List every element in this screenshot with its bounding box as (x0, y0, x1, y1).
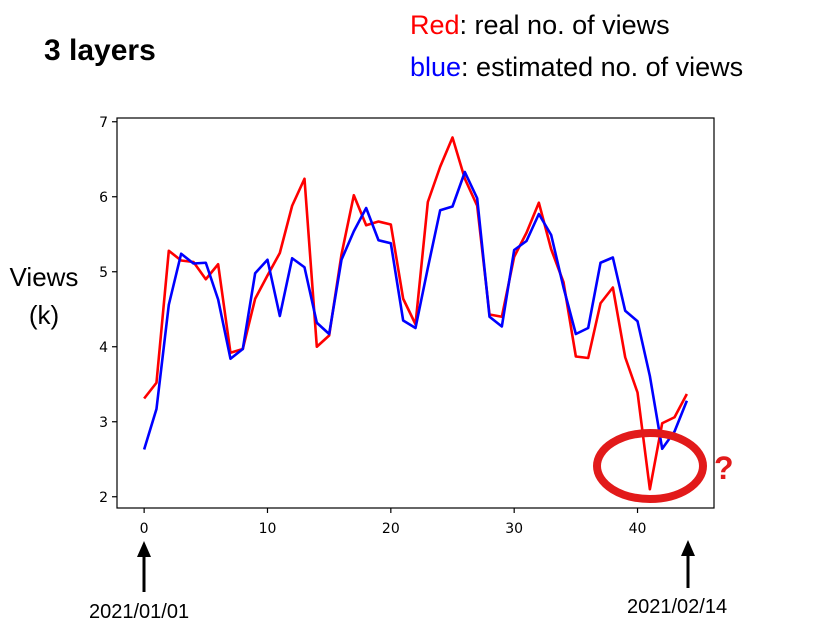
legend-red-entry: Red: real no. of views (410, 10, 670, 41)
y-tick-label: 7 (99, 115, 108, 131)
annotations: ? (137, 429, 734, 592)
x-tick-label: 20 (382, 521, 400, 537)
end-arrow-icon (681, 540, 695, 556)
series-line-red (143, 136, 689, 491)
legend-blue-text: : estimated no. of views (461, 52, 744, 82)
x-tick-label: 30 (505, 521, 523, 537)
y-tick-label: 5 (99, 265, 108, 281)
question-mark: ? (714, 450, 734, 486)
highlight-circle (593, 429, 707, 503)
x-tick-label: 0 (140, 521, 149, 537)
y-axis-label: Views (k) (0, 258, 88, 334)
start-date-label: 2021/01/01 (89, 601, 190, 623)
y-axis-label-line1: Views (9, 262, 79, 292)
y-tick-label: 6 (99, 190, 108, 206)
legend-blue-entry: blue: estimated no. of views (410, 52, 743, 83)
start-arrow-icon (137, 541, 151, 557)
end-date-label: 2021/02/14 (627, 596, 728, 618)
x-tick-label: 40 (629, 521, 647, 537)
y-tick-label: 2 (99, 490, 108, 506)
y-tick-label: 3 (99, 415, 108, 431)
chart-title: 3 layers (44, 34, 156, 67)
legend-red-word: Red (410, 10, 460, 40)
y-tick-label: 4 (99, 340, 108, 356)
axes-frame (116, 117, 715, 509)
plot-area: 0 10 20 30 40 2 3 4 5 6 7 (99, 115, 715, 537)
series-line-blue (142, 170, 689, 451)
x-tick-label: 10 (259, 521, 277, 537)
y-axis-label-line2: (k) (28, 300, 60, 330)
legend-blue-word: blue (410, 52, 462, 82)
legend-red-text: : real no. of views (459, 10, 670, 40)
